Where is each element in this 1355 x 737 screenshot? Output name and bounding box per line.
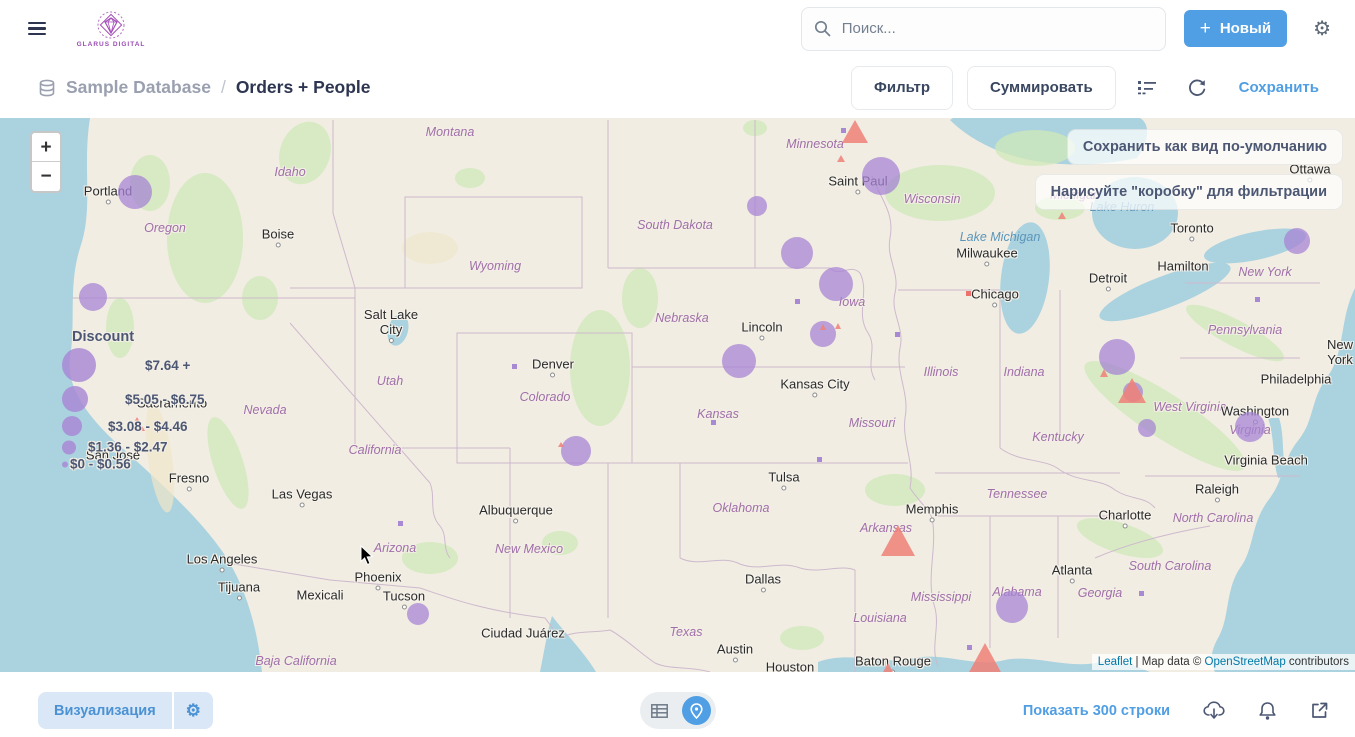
marker-triangles [0, 118, 1355, 672]
breadcrumb-question[interactable]: Orders + People [235, 77, 371, 97]
logo-text: GLARUS DIGITAL [76, 40, 146, 48]
table-view-button[interactable] [650, 703, 668, 718]
leaflet-link[interactable]: Leaflet [1097, 656, 1133, 668]
database-icon [39, 79, 55, 96]
map-triangle-marker[interactable] [819, 324, 826, 330]
visualization-button[interactable]: Визуализация [38, 692, 172, 729]
map-bubble-marker[interactable] [819, 267, 853, 301]
breadcrumb-database[interactable]: Sample Database [66, 77, 211, 97]
map-view-button-active[interactable] [681, 696, 711, 725]
hamburger-menu-icon[interactable] [28, 21, 46, 36]
map-overlay-button[interactable]: Сохранить как вид по-умолчанию [1066, 129, 1343, 165]
app-logo[interactable]: GLARUS DIGITAL [76, 10, 146, 48]
logo-gem-icon [97, 11, 125, 38]
map-overlay-buttons: Сохранить как вид по-умолчанию Нарисуйте … [1034, 129, 1343, 210]
bottom-bar: Визуализация ⚙ Показать 300 строки [0, 672, 1355, 737]
new-button[interactable]: + Новый [1183, 10, 1288, 47]
plus-icon: + [1199, 18, 1211, 39]
map-bubble-marker[interactable] [79, 283, 107, 311]
search-input[interactable] [800, 6, 1166, 51]
map-triangle-marker[interactable] [129, 417, 145, 431]
map-bubble-marker[interactable] [1138, 419, 1156, 437]
top-nav-bar: GLARUS DIGITAL + Новый ⚙ [0, 0, 1355, 57]
settings-gear-icon[interactable]: ⚙ [1313, 17, 1331, 40]
search-icon [814, 20, 831, 36]
save-link[interactable]: Сохранить [1238, 79, 1319, 96]
map-bubble-marker[interactable] [407, 603, 429, 625]
osm-link[interactable]: OpenStreetMap [1204, 656, 1286, 668]
map-overlay-button[interactable]: Нарисуйте "коробку" для фильтрации [1034, 174, 1343, 210]
refresh-icon[interactable] [1179, 74, 1215, 102]
map-bubble-marker[interactable] [747, 196, 767, 216]
view-toggle [639, 692, 716, 729]
breadcrumb-separator: / [220, 77, 226, 97]
map-zoom-control: + − [30, 131, 62, 193]
map-canvas[interactable]: Montana Idaho Oregon Wyoming South Dakota Min… [0, 118, 1355, 672]
new-button-label: Новый [1219, 20, 1272, 37]
notebook-icon[interactable] [1130, 75, 1165, 100]
map-triangle-marker[interactable] [882, 662, 894, 672]
filter-button[interactable]: Фильтр [851, 65, 954, 110]
map-triangle-marker[interactable] [842, 119, 868, 143]
location-pin-icon [689, 702, 703, 719]
map-triangle-marker[interactable] [881, 524, 915, 556]
show-rows-link[interactable]: Показать 300 строки [1022, 702, 1170, 719]
summarize-button[interactable]: Суммировать [967, 65, 1116, 110]
mouse-cursor [360, 545, 374, 566]
map-triangle-marker[interactable] [1058, 211, 1066, 219]
question-header: Sample Database / Orders + People Фильтр… [0, 57, 1355, 118]
map-triangle-marker[interactable] [837, 154, 845, 162]
map-bubble-marker[interactable] [781, 237, 813, 269]
map-bubble-marker[interactable] [1284, 228, 1310, 254]
map-bubble-marker[interactable] [722, 344, 756, 378]
map-bubble-marker[interactable] [996, 591, 1028, 623]
attribution-suffix: contributors [1285, 656, 1349, 668]
zoom-out-button[interactable]: − [32, 162, 60, 191]
map-bubble-marker[interactable] [862, 157, 900, 195]
map-triangle-marker[interactable] [834, 323, 841, 329]
map-bubble-marker[interactable] [118, 175, 152, 209]
map-bubble-marker[interactable] [1235, 412, 1265, 442]
breadcrumb: Sample Database / Orders + People [38, 77, 371, 98]
search-box [800, 6, 1166, 51]
map-attribution: Leaflet | Map data © OpenStreetMap contr… [1091, 654, 1355, 670]
map-bubble-marker[interactable] [561, 436, 591, 466]
visualization-settings-gear-icon[interactable]: ⚙ [173, 692, 213, 729]
map-triangle-marker[interactable] [968, 642, 1002, 672]
bell-icon[interactable] [1250, 697, 1285, 725]
map-background [0, 118, 1355, 672]
map-triangle-marker[interactable] [1118, 377, 1146, 403]
map-triangle-marker[interactable] [1099, 369, 1108, 377]
attribution-text: | Map data © [1132, 656, 1205, 668]
zoom-in-button[interactable]: + [32, 133, 60, 162]
visualization-chip: Визуализация ⚙ [38, 692, 213, 729]
download-icon[interactable] [1195, 697, 1233, 724]
external-link-icon[interactable] [1302, 697, 1337, 724]
map-triangle-marker[interactable] [558, 441, 564, 447]
